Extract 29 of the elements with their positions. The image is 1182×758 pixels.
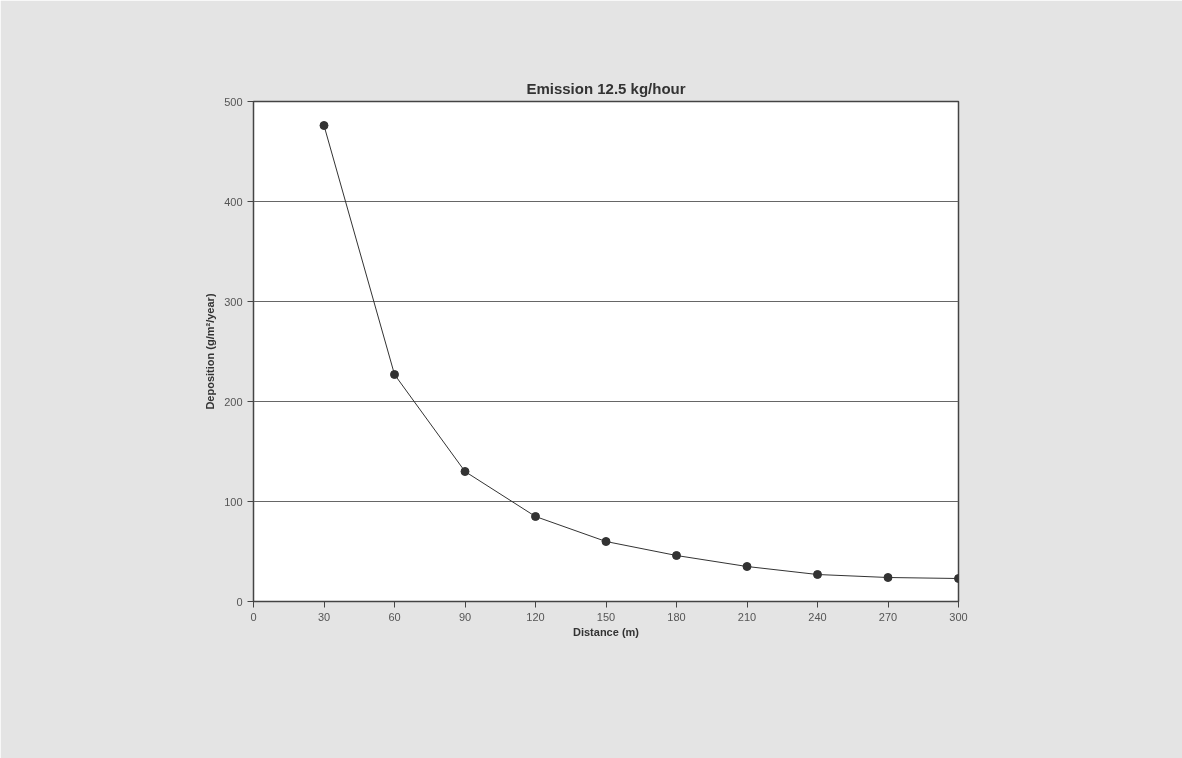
- x-tick-label: 300: [949, 610, 968, 623]
- point: [883, 573, 893, 582]
- x-tick-label: 150: [596, 610, 616, 623]
- x-tick-label: 120: [526, 610, 545, 623]
- point: [531, 512, 540, 521]
- x-tick-label: 90: [458, 610, 472, 623]
- x-tick-label: 180: [667, 610, 686, 623]
- point: [390, 370, 399, 379]
- chart-title: Emission 12.5 kg/hour: [526, 79, 686, 97]
- x-tick-label: 270: [878, 610, 898, 623]
- point: [319, 121, 329, 130]
- y-tick-label: 100: [224, 495, 243, 508]
- point: [672, 551, 681, 560]
- y-tick-label: 200: [224, 395, 243, 408]
- y-tick-label: 400: [224, 195, 243, 208]
- point: [601, 537, 611, 546]
- x-tick-label: 0: [250, 610, 257, 623]
- y-tick-label: 500: [224, 95, 243, 108]
- x-tick-label: 30: [317, 610, 331, 623]
- y-tick-label: 0: [236, 595, 243, 608]
- y-tick-label: 300: [224, 295, 243, 308]
- point: [813, 570, 822, 579]
- point: [460, 467, 470, 476]
- x-tick-label: 240: [808, 610, 827, 623]
- x-axis-title: Distance (m): [572, 625, 640, 638]
- point: [742, 562, 752, 571]
- y-axis-title: Deposition (g/m²/year): [204, 293, 217, 410]
- x-tick-label: 210: [737, 610, 757, 623]
- x-tick-label: 60: [388, 610, 401, 623]
